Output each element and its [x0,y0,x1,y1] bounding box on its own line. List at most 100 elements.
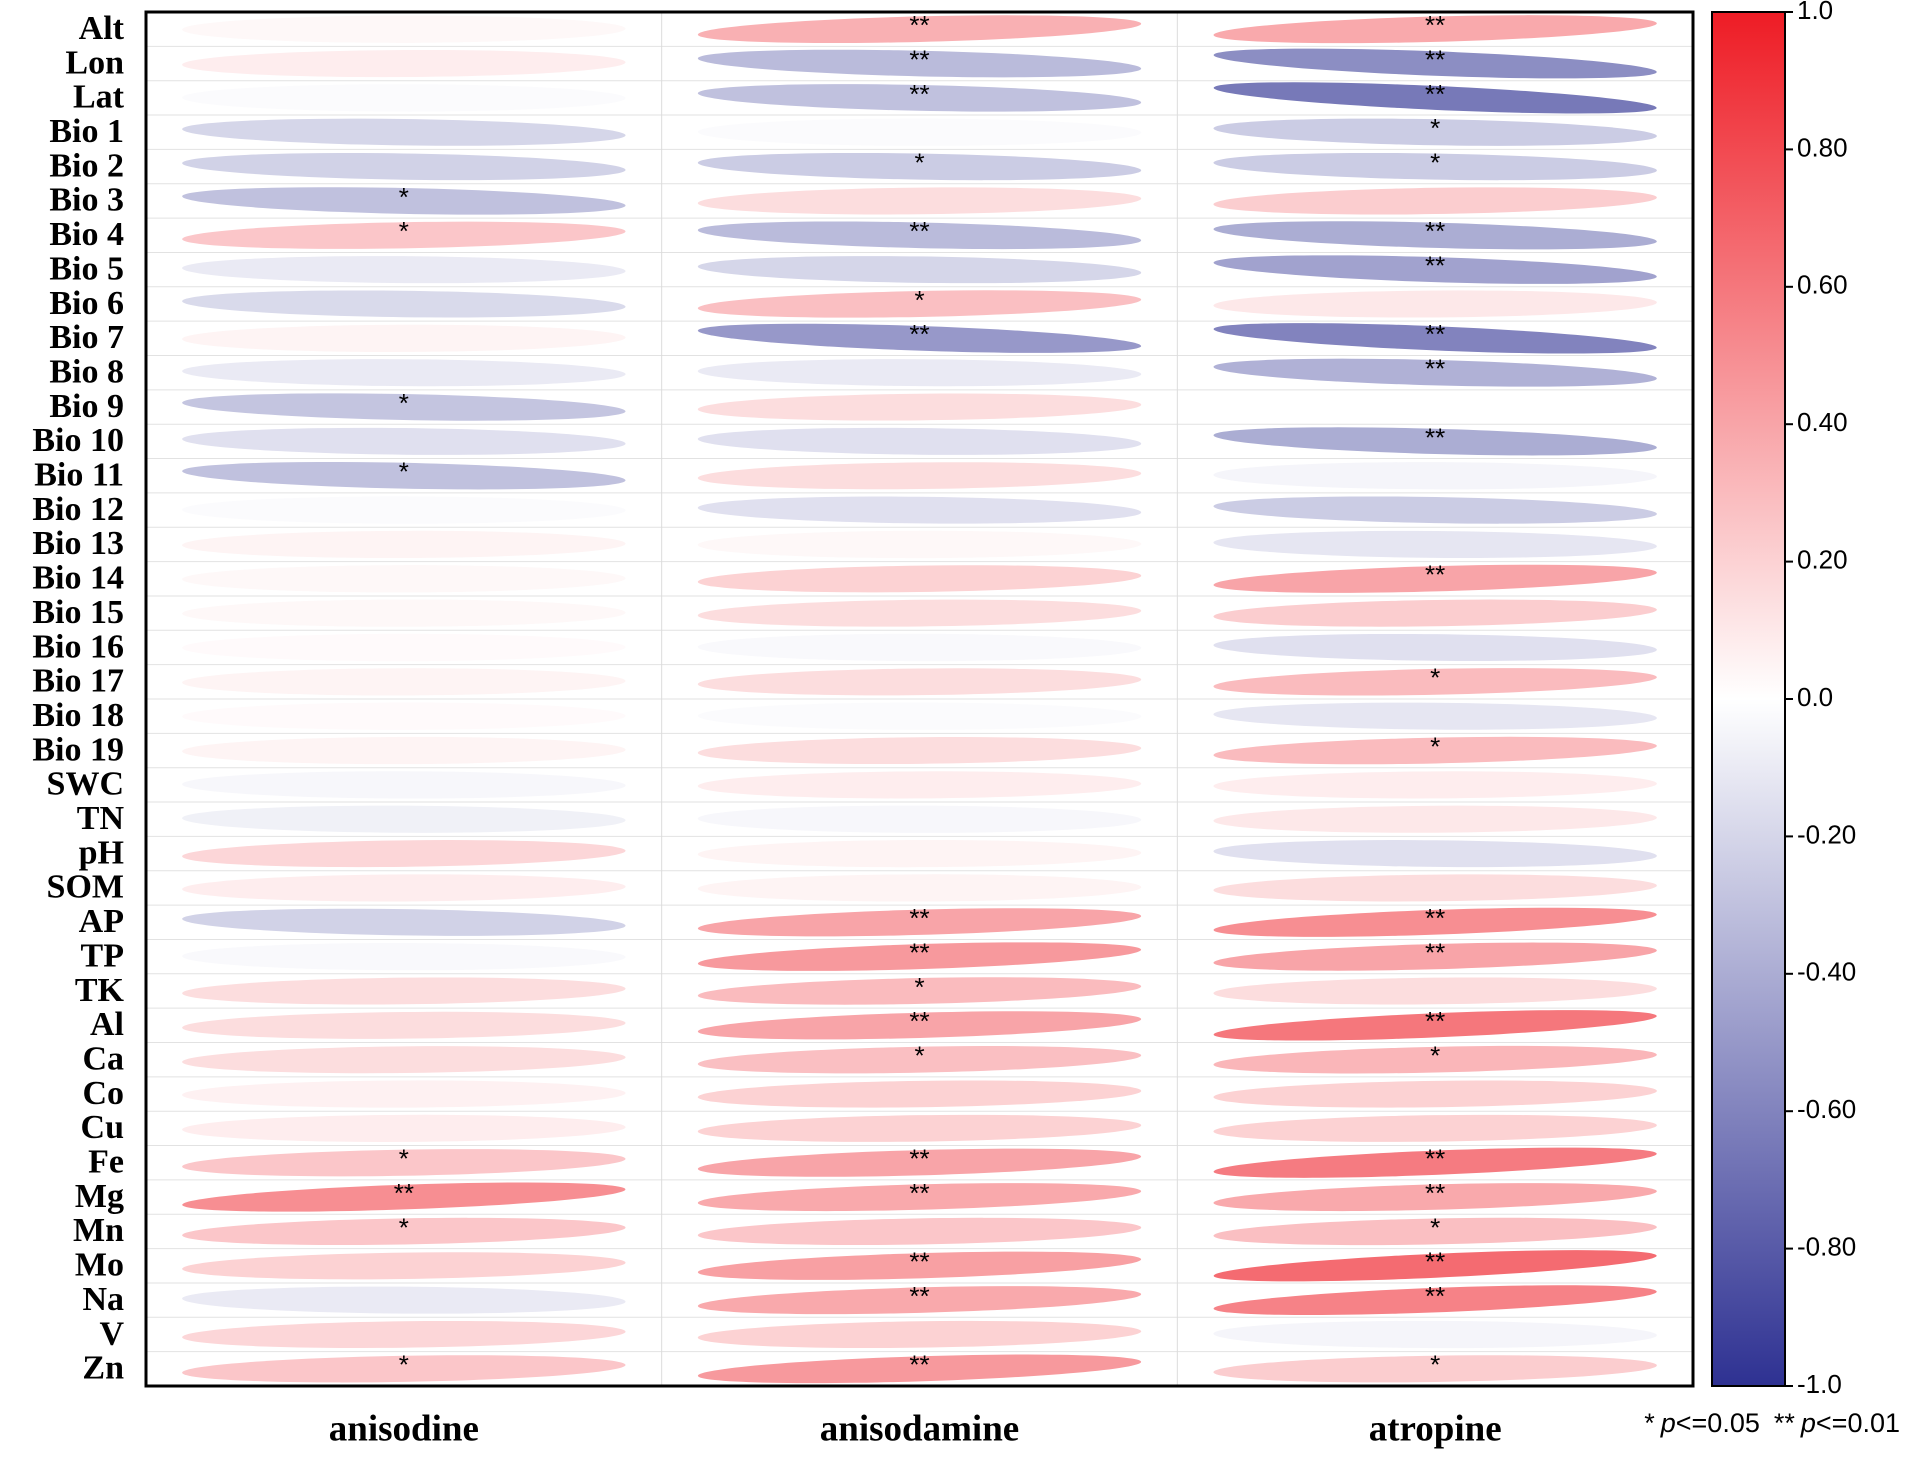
colorbar [1711,11,1786,1387]
significance-mark: * [914,285,924,315]
correlation-ellipse [1213,1183,1657,1212]
correlation-ellipse [182,1114,626,1142]
colorbar-tick-label: 0.80 [1797,132,1848,162]
significance-mark: ** [909,903,929,933]
correlation-ellipse [182,324,626,352]
significance-mark: * [1430,1350,1440,1380]
legend-threshold: <=0.05 [1676,1408,1760,1438]
significance-mark: * [399,182,409,212]
correlation-ellipse [1213,152,1657,181]
row-label: Al [90,1006,124,1043]
significance-mark: ** [1425,44,1445,74]
significance-mark: ** [909,1281,929,1311]
significance-mark: * [399,1350,409,1380]
correlation-ellipse [1213,1147,1657,1178]
significance-mark: * [399,1144,409,1174]
correlation-ellipse [182,462,626,490]
colorbar-tick-label: 0.0 [1797,682,1833,712]
significance-mark: * [1430,147,1440,177]
correlation-ellipse [1213,633,1657,662]
correlation-ellipse [1213,1217,1657,1246]
row-label: Ca [82,1040,124,1077]
correlation-ellipse [697,565,1142,593]
row-label: Bio 13 [32,525,124,562]
row-label: Mg [75,1178,124,1215]
correlation-ellipse [182,1046,626,1074]
correlation-ellipse [1213,323,1657,354]
correlation-ellipse [697,323,1142,353]
legend-p: p [1800,1408,1816,1438]
row-label: Bio 5 [49,250,124,287]
correlation-ellipse [182,530,626,559]
correlation-ellipse [182,1080,626,1108]
correlation-ellipse [697,49,1142,78]
colorbar-tick-label: 0.20 [1797,544,1848,574]
correlation-ellipse [182,805,626,833]
correlation-ellipse [697,84,1142,112]
row-label: Bio 7 [49,319,124,356]
correlation-ellipse [1213,1080,1657,1108]
correlation-ellipse [182,393,626,421]
correlation-ellipse [697,1046,1142,1074]
correlation-ellipse [697,1354,1142,1384]
legend-p: p [1660,1408,1676,1438]
legend-symbol: * [1644,1408,1655,1438]
row-label: Zn [82,1350,124,1387]
correlation-ellipse [182,49,626,78]
significance-mark: ** [909,319,929,349]
correlation-ellipse [697,805,1142,833]
row-label: Lat [73,79,125,116]
correlation-ellipse [182,118,626,146]
correlation-ellipse [1213,1045,1657,1074]
correlation-ellipse [182,15,626,43]
correlation-ellipse [1213,840,1657,868]
correlation-ellipse [697,530,1142,559]
significance-mark: ** [909,44,929,74]
row-label: Bio 11 [34,457,124,494]
row-label: Bio 15 [32,594,124,631]
significance-mark: ** [909,79,929,109]
significance-mark: * [399,457,409,487]
correlation-ellipse [1213,221,1657,250]
row-label: Mo [75,1247,124,1284]
significance-mark: ** [1425,10,1445,40]
legend-threshold: <=0.01 [1816,1408,1900,1438]
significance-mark: * [1430,663,1440,693]
row-label: Bio 10 [32,422,124,459]
correlation-ellipse [697,1320,1142,1349]
correlation-ellipse [1213,668,1657,696]
correlation-ellipse [1213,82,1657,114]
correlation-ellipse [1213,771,1657,799]
correlation-ellipse [182,221,626,249]
correlation-ellipse [182,1011,626,1039]
row-label: Cu [81,1109,124,1146]
significance-mark: ** [909,216,929,246]
significance-mark: * [399,388,409,418]
correlation-ellipse [697,152,1142,181]
row-label: Bio 16 [32,628,124,665]
correlation-ellipse [182,187,626,215]
significance-mark: ** [1425,1006,1445,1036]
significance-mark: ** [909,1247,929,1277]
row-label: TP [81,937,124,974]
row-label: Bio 4 [49,216,124,253]
correlation-ellipse [182,1149,626,1177]
correlation-ellipse [1213,564,1657,593]
colorbar-tick-label: -0.60 [1797,1094,1856,1124]
row-label: SOM [47,869,124,906]
row-label: Bio 8 [49,353,124,390]
correlation-ellipse [697,771,1142,799]
correlation-ellipse [697,187,1142,215]
colorbar-tick-label: 1.0 [1797,0,1833,25]
colorbar-tick-label: -1.0 [1797,1369,1842,1399]
correlation-ellipse [1213,736,1657,765]
correlation-ellipse [182,359,626,387]
significance-mark: ** [1425,319,1445,349]
row-label: Alt [79,10,125,47]
correlation-ellipse [697,942,1142,971]
correlation-ellipse [697,668,1142,696]
row-label: Na [82,1281,124,1318]
correlation-ellipse [697,393,1142,421]
correlation-ellipse [1213,496,1657,524]
correlation-ellipse [697,839,1142,868]
